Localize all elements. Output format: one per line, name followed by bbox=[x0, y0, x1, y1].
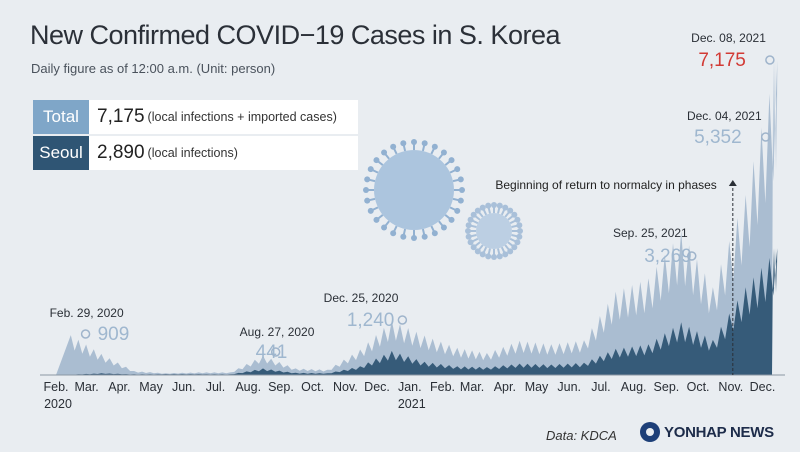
annotation-value: 3,269 bbox=[644, 246, 692, 267]
x-tick-label: Oct. bbox=[687, 380, 710, 394]
x-tick-label: Apr. bbox=[108, 380, 130, 394]
x-year-label: 2021 bbox=[398, 397, 426, 411]
x-tick-label: Sep. bbox=[268, 380, 294, 394]
page-title: New Confirmed COVID−19 Cases in S. Korea bbox=[30, 20, 560, 50]
annotation-date: Dec. 04, 2021 bbox=[687, 109, 762, 123]
x-tick-label: Jul. bbox=[206, 380, 225, 394]
annotation-date: Sep. 25, 2021 bbox=[613, 226, 688, 240]
x-tick-label: Jul. bbox=[591, 380, 610, 394]
summary-key-total: Total bbox=[33, 100, 89, 134]
annotation-date: Dec. 08, 2021 bbox=[691, 31, 766, 45]
annotation-marker bbox=[80, 329, 91, 339]
annotation-value: 1,240 bbox=[347, 310, 395, 331]
x-tick-label: Oct. bbox=[301, 380, 324, 394]
annotation-marker bbox=[765, 55, 775, 65]
event-arrow-icon bbox=[728, 180, 737, 186]
summary-note-total: (local infections + imported cases) bbox=[147, 110, 337, 124]
x-tick-label: Dec. bbox=[750, 380, 776, 394]
yonhap-logo-icon bbox=[640, 422, 660, 442]
x-tick-label: Jun. bbox=[172, 380, 196, 394]
annotation-date: Aug. 27, 2020 bbox=[240, 325, 315, 339]
summary-value-seoul: 2,890 bbox=[97, 142, 145, 163]
area-series-seoul bbox=[56, 248, 778, 375]
x-tick-label: Jan. bbox=[398, 380, 422, 394]
x-tick-label: Sep. bbox=[654, 380, 680, 394]
x-tick-label: Nov. bbox=[718, 380, 743, 394]
yonhap-logo: YONHAP NEWS bbox=[640, 422, 774, 442]
summary-key-seoul: Seoul bbox=[33, 136, 89, 170]
x-tick-label: Mar. bbox=[74, 380, 98, 394]
x-tick-label: Aug. bbox=[235, 380, 261, 394]
summary-row-seoul: Seoul 2,890 (local infections) bbox=[33, 136, 358, 170]
event-note-text: Beginning of return to normalcy in phase… bbox=[495, 178, 716, 192]
x-year-label: 2020 bbox=[44, 397, 72, 411]
summary-value-total: 7,175 bbox=[97, 106, 145, 127]
summary-row-total: Total 7,175 (local infections + imported… bbox=[33, 100, 358, 134]
annotation-marker bbox=[686, 251, 697, 261]
annotation-marker bbox=[397, 315, 408, 325]
annotation-marker bbox=[760, 132, 771, 142]
x-tick-label: Nov. bbox=[333, 380, 358, 394]
annotation-value: 5,352 bbox=[694, 127, 742, 148]
page-subtitle: Daily figure as of 12:00 a.m. (Unit: per… bbox=[31, 61, 276, 76]
x-tick-label: Jun. bbox=[557, 380, 581, 394]
summary-note-seoul: (local infections) bbox=[147, 146, 238, 160]
x-tick-label: Aug. bbox=[621, 380, 647, 394]
x-tick-label: May bbox=[139, 380, 163, 394]
annotation-date: Feb. 29, 2020 bbox=[50, 306, 124, 320]
x-tick-label: Dec. bbox=[364, 380, 390, 394]
x-tick-label: Apr. bbox=[494, 380, 516, 394]
summary-box: Total 7,175 (local infections + imported… bbox=[33, 100, 358, 172]
x-tick-label: Feb. bbox=[430, 380, 455, 394]
annotation-value: 909 bbox=[98, 324, 130, 345]
x-tick-label: May bbox=[525, 380, 549, 394]
logo-text: YONHAP NEWS bbox=[664, 423, 774, 441]
x-tick-label: Mar. bbox=[460, 380, 484, 394]
annotation-date: Dec. 25, 2020 bbox=[324, 291, 399, 305]
annotation-value: 7,175 bbox=[698, 50, 746, 71]
virus-illustration bbox=[363, 139, 523, 260]
annotation-marker bbox=[270, 347, 281, 357]
x-tick-label: Feb. bbox=[43, 380, 68, 394]
data-source: Data: KDCA bbox=[546, 428, 617, 443]
